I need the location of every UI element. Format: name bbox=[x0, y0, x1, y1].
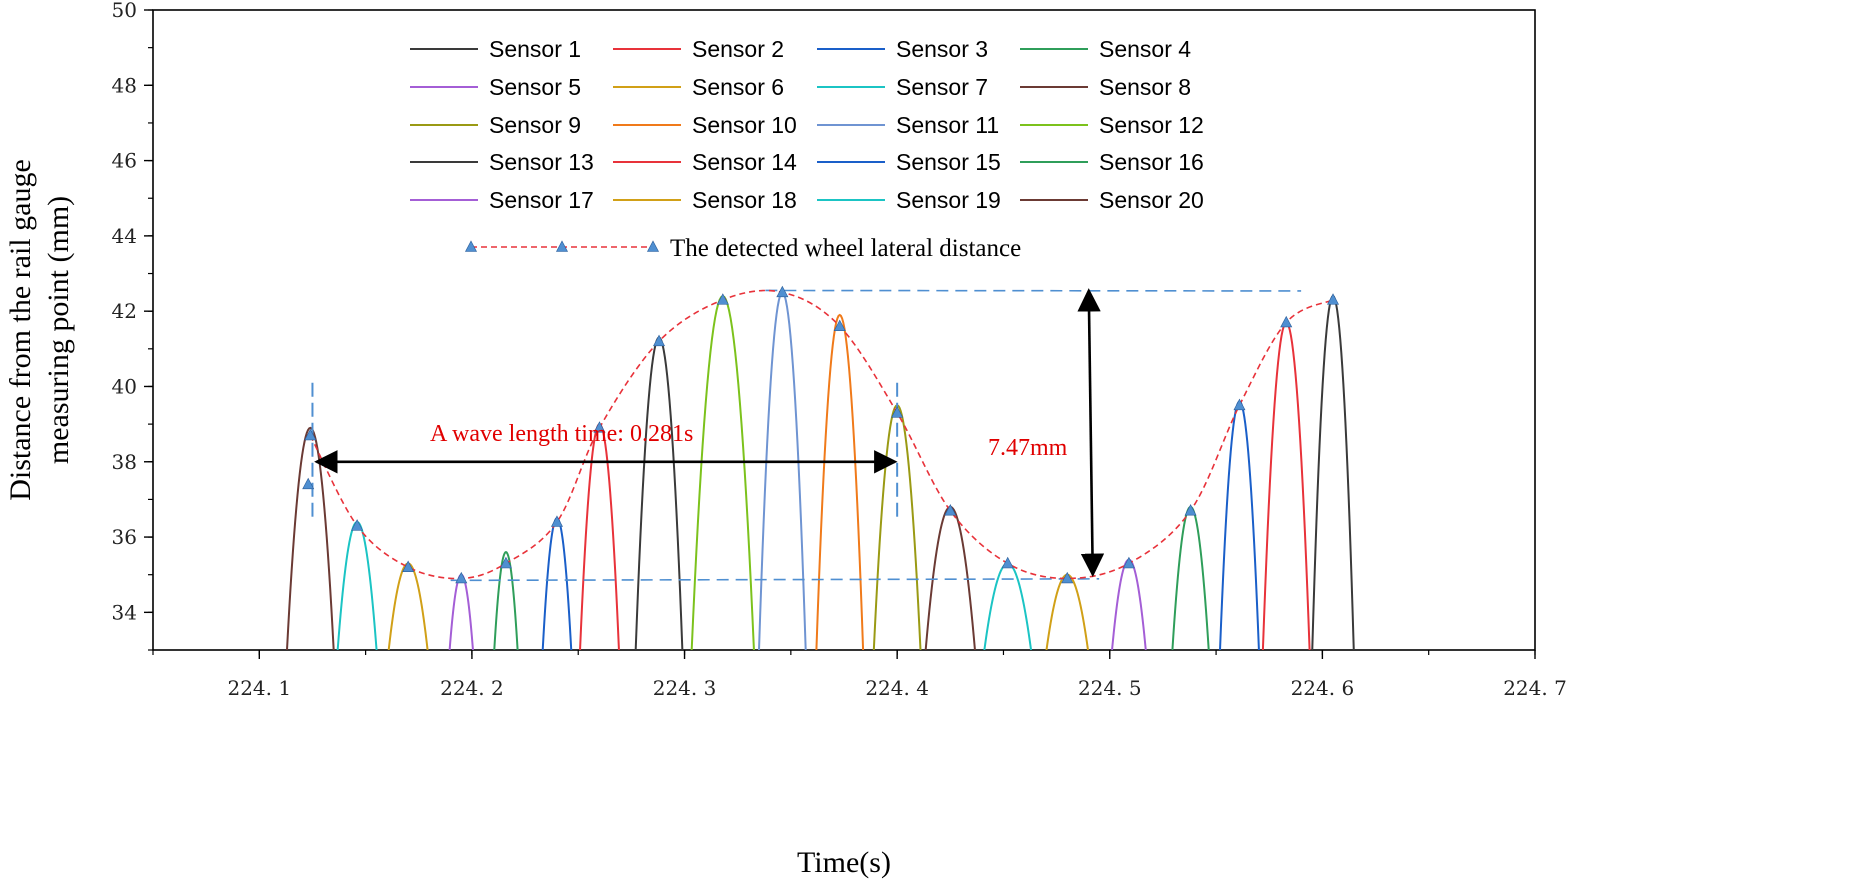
legend-label: Sensor 20 bbox=[1099, 187, 1204, 213]
legend-label: Sensor 16 bbox=[1099, 149, 1204, 175]
legend-label: Sensor 12 bbox=[1099, 112, 1204, 138]
detected-marker bbox=[944, 504, 957, 516]
legend-label: Sensor 19 bbox=[896, 187, 1001, 213]
legend-label: Sensor 17 bbox=[489, 187, 594, 213]
detected-marker bbox=[833, 319, 846, 332]
y-tick-label: 36 bbox=[112, 525, 137, 549]
legend-label: Sensor 4 bbox=[1099, 36, 1191, 62]
legend-marker-detected bbox=[465, 240, 477, 252]
detected-curve bbox=[309, 289, 1334, 580]
detected-series bbox=[302, 285, 1340, 584]
legend-label: Sensor 11 bbox=[896, 112, 999, 138]
x-tick-label: 224. 4 bbox=[865, 676, 929, 700]
y-axis-title-line2: measuring point (mm) bbox=[42, 196, 75, 464]
y-tick-label: 34 bbox=[112, 600, 137, 624]
y-tick-label: 46 bbox=[112, 149, 137, 173]
detected-marker bbox=[1280, 315, 1293, 328]
sensor-trace-9 bbox=[872, 404, 922, 650]
legend-label: Sensor 14 bbox=[692, 149, 797, 175]
detected-marker bbox=[1122, 556, 1135, 569]
y-axis-title: Distance from the rail gauge measuring p… bbox=[4, 159, 75, 501]
sensor-trace-5 bbox=[1111, 558, 1147, 650]
detected-marker bbox=[1001, 556, 1014, 569]
legend-label: Sensor 15 bbox=[896, 149, 1001, 175]
detected-marker bbox=[776, 285, 789, 298]
detected-marker bbox=[653, 334, 666, 347]
y-axis-title-line1: Distance from the rail gauge bbox=[4, 159, 37, 501]
detected-marker bbox=[302, 477, 315, 490]
y-tick-label: 40 bbox=[112, 374, 137, 398]
sensor-trace-17 bbox=[448, 573, 474, 650]
x-tick-label: 224. 6 bbox=[1291, 676, 1355, 700]
plot-frame bbox=[152, 9, 1536, 651]
detected-marker bbox=[1061, 571, 1074, 584]
x-tick-label: 224. 5 bbox=[1078, 676, 1142, 700]
x-axis-title: Time(s) bbox=[797, 846, 891, 879]
sensor-trace-16 bbox=[493, 551, 519, 650]
y-tick-label: 44 bbox=[112, 224, 137, 248]
annotations: A wave length time: 0.281s 7.47mm bbox=[314, 288, 1105, 578]
sensor-trace-12 bbox=[690, 294, 755, 650]
detected-marker bbox=[891, 406, 904, 418]
amplitude-arrow bbox=[1077, 288, 1105, 578]
detected-marker bbox=[1184, 504, 1197, 516]
sensor-trace-3 bbox=[1219, 400, 1260, 650]
legend-label-detected: The detected wheel lateral distance bbox=[670, 235, 1021, 262]
amplitude-label: 7.47mm bbox=[988, 435, 1068, 461]
y-axis: 34 36 38 40 42 44 46 48 50 bbox=[112, 0, 153, 651]
x-tick-label: 224. 2 bbox=[440, 676, 504, 700]
legend-label: Sensor 6 bbox=[692, 74, 784, 100]
x-tick-label: 224. 3 bbox=[653, 676, 717, 700]
detected-marker bbox=[499, 556, 512, 569]
y-tick-label: 38 bbox=[112, 450, 137, 474]
detected-marker bbox=[351, 519, 364, 531]
sensor-trace-7 bbox=[983, 562, 1033, 650]
sensor-trace-10 bbox=[815, 313, 865, 650]
x-tick-label: 224. 7 bbox=[1503, 676, 1567, 700]
detected-marker bbox=[716, 293, 729, 305]
sensor-trace-2 bbox=[1261, 321, 1311, 650]
legend-marker-detected bbox=[556, 240, 568, 252]
sensor-trace-1 bbox=[1311, 294, 1355, 650]
sensor-trace-8 bbox=[285, 426, 335, 650]
sensor-trace-15 bbox=[541, 517, 573, 650]
y-tick-label: 42 bbox=[112, 299, 137, 323]
legend-label: Sensor 10 bbox=[692, 112, 797, 138]
legend-label: Sensor 13 bbox=[489, 149, 594, 175]
legend-marker-detected bbox=[647, 240, 659, 252]
detected-marker bbox=[1327, 293, 1340, 305]
detected-marker bbox=[304, 428, 317, 441]
legend-label: Sensor 8 bbox=[1099, 74, 1191, 100]
detected-marker bbox=[402, 560, 415, 572]
sensor-trace-4 bbox=[1171, 505, 1210, 650]
legend-label: Sensor 2 bbox=[692, 36, 784, 62]
ref-line-bottom bbox=[450, 578, 1100, 582]
legend-label: Sensor 3 bbox=[896, 36, 988, 62]
legend: Sensor 1 Sensor 2 Sensor 3 Sensor 4 Sensor 5… bbox=[410, 36, 1204, 262]
detected-marker bbox=[593, 421, 606, 433]
sensor-trace-6 bbox=[1045, 573, 1089, 650]
legend-label: Sensor 1 bbox=[489, 36, 581, 62]
sensor-traces bbox=[285, 291, 1355, 650]
y-tick-label: 48 bbox=[112, 73, 137, 97]
wavelength-label: A wave length time: 0.281s bbox=[430, 421, 693, 447]
y-tick-label: 50 bbox=[112, 0, 137, 22]
detected-marker bbox=[1233, 398, 1246, 411]
sensor-trace-18 bbox=[387, 562, 429, 650]
legend-label: Sensor 18 bbox=[692, 187, 797, 213]
sensor-trace-14 bbox=[579, 422, 620, 650]
sensor-trace-13 bbox=[634, 336, 684, 650]
sensor-trace-11 bbox=[758, 291, 807, 650]
detected-marker bbox=[455, 571, 468, 584]
ref-line-top bbox=[765, 289, 1302, 292]
x-tick-label: 224. 1 bbox=[227, 676, 291, 700]
legend-label: Sensor 7 bbox=[896, 74, 988, 100]
x-axis: 224. 1 224. 2 224. 3 224. 4 224. 5 224. 6 224.… bbox=[152, 650, 1567, 700]
legend-label: Sensor 9 bbox=[489, 112, 581, 138]
detected-marker bbox=[550, 515, 563, 527]
legend-label: Sensor 5 bbox=[489, 74, 581, 100]
